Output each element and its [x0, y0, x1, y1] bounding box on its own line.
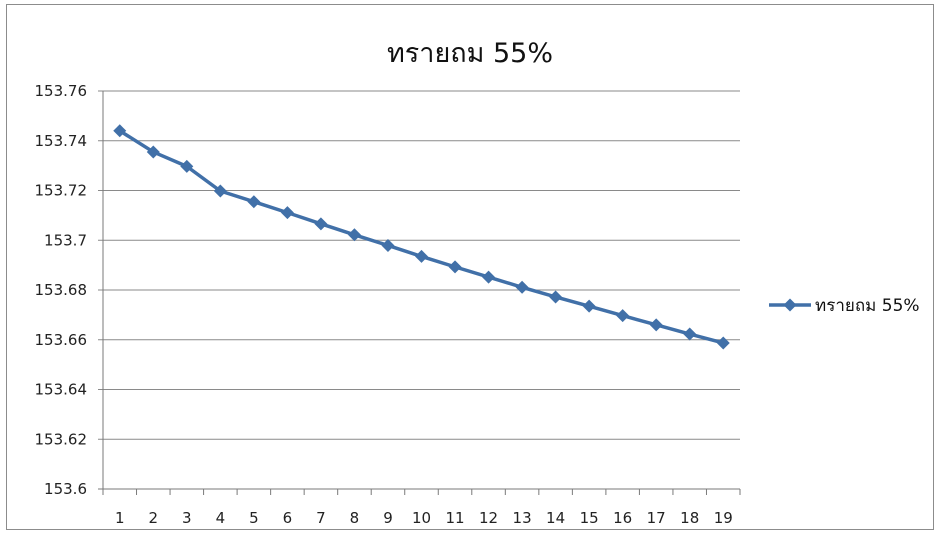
x-tick-label: 9 — [383, 509, 393, 527]
y-tick-label: 153.76 — [35, 82, 88, 100]
data-point-marker — [347, 228, 361, 242]
x-axis-ticks: 1 2 3 4 5 6 7 8 9 10 11 12 13 14 15 16 17 18 19 — [102, 489, 741, 527]
data-point-marker — [549, 290, 563, 304]
y-tick-label: 153.74 — [35, 132, 88, 150]
x-tick-label: 4 — [216, 509, 226, 527]
data-point-marker — [180, 159, 194, 173]
data-point-marker — [247, 195, 261, 209]
y-tick-label: 153.68 — [35, 281, 88, 299]
x-tick-label: 14 — [546, 509, 565, 527]
x-tick-label: 12 — [479, 509, 498, 527]
legend-label: ทรายถม 55% — [815, 296, 920, 316]
data-point-marker — [515, 280, 529, 294]
gridlines — [98, 90, 740, 490]
y-tick-label: 153.66 — [35, 331, 88, 349]
data-point-marker — [716, 336, 730, 350]
series-line — [118, 129, 724, 345]
x-tick-label: 16 — [613, 509, 632, 527]
x-tick-label: 11 — [445, 509, 464, 527]
legend: ทรายถม 55% — [769, 296, 920, 316]
x-tick-label: 5 — [249, 509, 259, 527]
data-point-marker — [448, 260, 462, 274]
data-point-marker — [415, 249, 428, 263]
data-point-marker — [683, 327, 697, 341]
series-layer — [113, 124, 730, 350]
x-tick-label: 18 — [680, 509, 699, 527]
x-tick-label: 2 — [149, 509, 159, 527]
x-tick-label: 1 — [115, 509, 125, 527]
data-point-marker — [113, 124, 127, 138]
data-point-marker — [381, 238, 395, 252]
y-tick-label: 153.62 — [35, 430, 88, 448]
chart-frame — [6, 4, 934, 530]
x-tick-label: 13 — [513, 509, 532, 527]
data-point-marker — [482, 270, 496, 284]
x-tick-label: 15 — [580, 509, 599, 527]
x-tick-label: 17 — [647, 509, 666, 527]
data-point-marker — [314, 217, 328, 231]
data-point-marker — [213, 184, 227, 198]
y-tick-label: 153.72 — [35, 182, 88, 200]
y-tick-label: 153.7 — [44, 231, 87, 249]
x-tick-label: 7 — [316, 509, 326, 527]
data-point-marker — [280, 206, 294, 220]
x-tick-label: 19 — [714, 509, 733, 527]
y-tick-label: 153.64 — [35, 381, 88, 399]
chart-title: ทรายถม 55% — [387, 38, 553, 69]
x-tick-label: 8 — [350, 509, 360, 527]
data-point-marker — [582, 299, 596, 313]
legend-marker-diamond — [783, 298, 797, 312]
data-point-marker — [616, 309, 630, 323]
data-point-marker — [146, 145, 160, 159]
x-tick-label: 10 — [412, 509, 431, 527]
y-tick-label: 153.6 — [44, 480, 87, 498]
data-point-marker — [649, 318, 663, 332]
x-tick-label: 3 — [182, 509, 192, 527]
x-tick-label: 6 — [283, 509, 293, 527]
y-axis-ticks: 153.6 153.62 153.64 153.66 153.68 153.7 153.72… — [35, 82, 88, 498]
